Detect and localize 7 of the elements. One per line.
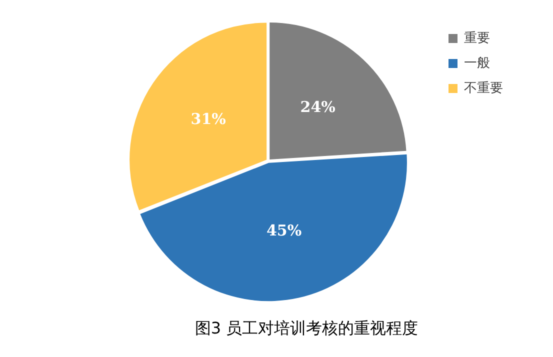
text: 图3 员工对培训考核的重视程度 [194,318,418,338]
legend-label: 不重要 [464,80,503,96]
data-label: 45% [266,221,302,240]
data-label: 31% [190,110,226,128]
legend-label: 一般 [464,56,490,71]
data-label: 24% [300,98,336,116]
legend-label: 重要 [464,30,490,46]
